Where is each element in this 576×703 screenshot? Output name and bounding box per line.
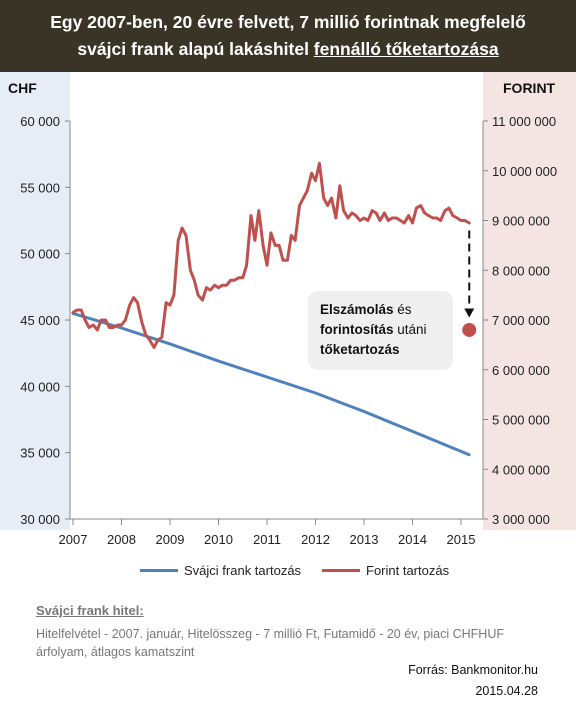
footer-description: Hitelfelvétel - 2007. január, Hitelössze…	[36, 627, 504, 659]
x-tick-label: 2007	[59, 532, 88, 547]
legend-item-chf: Svájci frank tartozás	[140, 563, 301, 578]
title-underlined-phrase: fennálló tőketartozása	[313, 39, 499, 59]
right-tick-label: 6 000 000	[492, 363, 550, 378]
chf-axis-band	[0, 72, 70, 530]
right-tick-label: 7 000 000	[492, 313, 550, 328]
legend: Svájci frank tartozás Forint tartozás	[0, 563, 576, 583]
x-tick-label: 2009	[156, 532, 185, 547]
right-tick-label: 4 000 000	[492, 462, 550, 477]
right-tick-label: 8 000 000	[492, 263, 550, 278]
legend-item-huf: Forint tartozás	[322, 563, 449, 578]
legend-label-huf: Forint tartozás	[366, 563, 450, 578]
left-tick-label: 45 000	[20, 313, 60, 328]
left-tick-label: 60 000	[20, 114, 60, 129]
source-credit: Forrás: Bankmonitor.hu	[408, 663, 538, 677]
x-tick-label: 2008	[107, 532, 136, 547]
legend-label-chf: Svájci frank tartozás	[184, 563, 302, 578]
publication-date: 2015.04.28	[475, 684, 538, 698]
left-tick-label: 50 000	[20, 247, 60, 262]
legend-swatch-chf	[140, 569, 178, 572]
callout-bold-1: Elszámolás	[320, 302, 394, 317]
left-tick-label: 35 000	[20, 446, 60, 461]
right-tick-label: 11 000 000	[492, 114, 556, 129]
x-tick-label: 2010	[204, 532, 233, 547]
forint-axis-band	[483, 72, 576, 530]
forint-debt-marker	[462, 322, 477, 337]
series-line-chf	[71, 311, 471, 457]
right-tick-label: 10 000 000	[492, 164, 557, 179]
x-tick-label: 2014	[398, 532, 427, 547]
right-axis-unit: FORINT	[503, 80, 556, 96]
legend-swatch-huf	[322, 569, 360, 572]
x-tick-label: 2015	[447, 532, 476, 547]
left-tick-label: 40 000	[20, 379, 60, 394]
x-tick-label: 2013	[350, 532, 379, 547]
right-tick-label: 5 000 000	[492, 413, 550, 428]
right-tick-label: 9 000 000	[492, 214, 550, 229]
callout-bold-3: tőketartozás	[320, 342, 400, 357]
footer-title: Svájci frank hitel:	[36, 603, 144, 618]
callout-text-1: és	[393, 302, 412, 317]
x-tick-label: 2012	[301, 532, 330, 547]
x-tick-label: 2011	[253, 532, 281, 547]
title-line-2: svájci frank alapú lakáshitel fennálló t…	[0, 39, 576, 60]
callout-box: Elszámolás és forintosítás utáni tőketarto…	[308, 291, 453, 370]
right-tick-label: 3 000 000	[492, 512, 550, 527]
left-tick-label: 55 000	[20, 180, 60, 195]
header-banner: Egy 2007-ben, 20 évre felvett, 7 millió …	[0, 0, 576, 72]
left-axis-unit: CHF	[8, 80, 37, 96]
title-line-2-prefix: svájci frank alapú lakáshitel	[77, 39, 314, 59]
callout-bold-2: forintosítás	[320, 322, 394, 337]
callout-text-2: utáni	[393, 322, 427, 337]
series-line-huf	[71, 161, 471, 349]
callout-text: Elszámolás és forintosítás utáni tőketarto…	[320, 300, 450, 360]
left-tick-label: 30 000	[20, 512, 60, 527]
arrow-head	[464, 308, 475, 318]
title-line-1: Egy 2007-ben, 20 évre felvett, 7 millió …	[50, 12, 526, 32]
